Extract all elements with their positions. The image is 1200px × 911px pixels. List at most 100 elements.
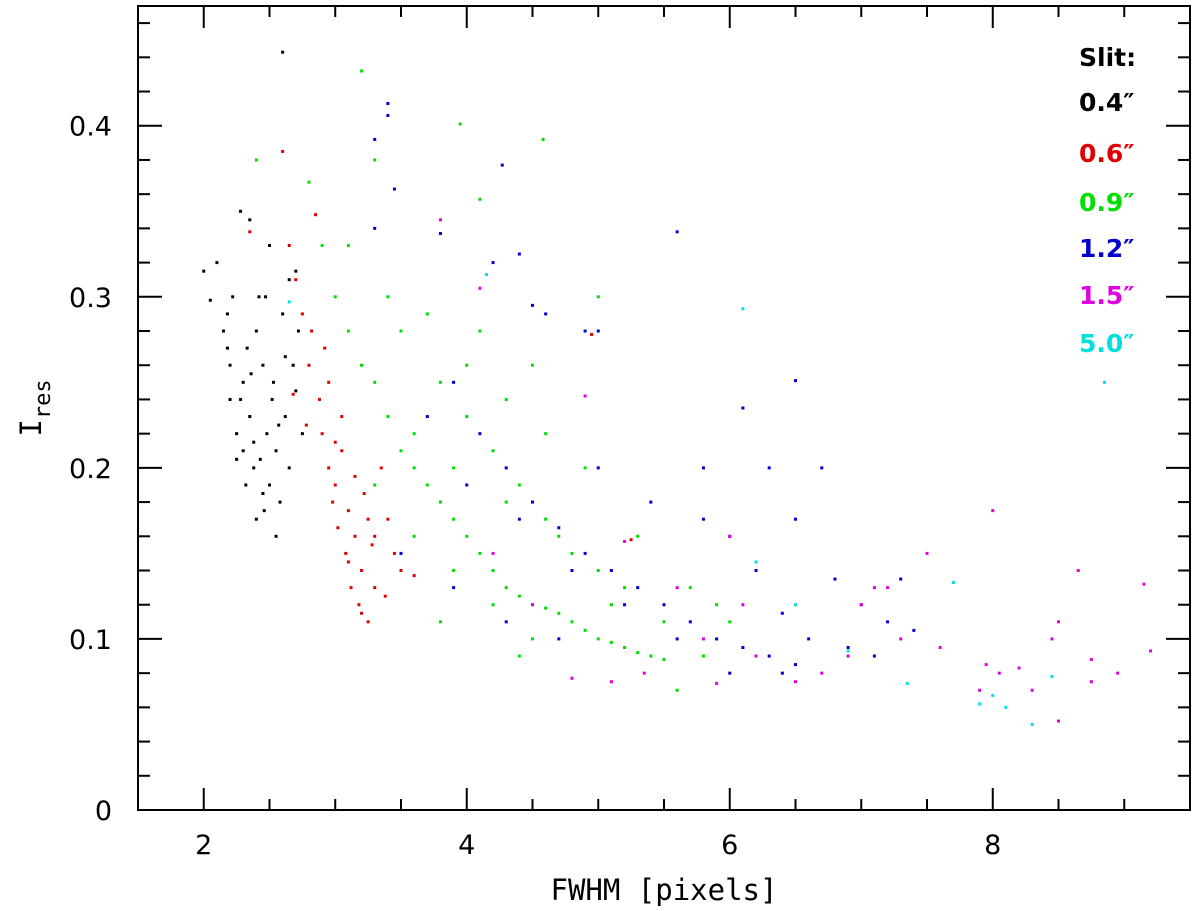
data-point [231,295,235,299]
data-point [623,603,627,607]
data-point [373,137,377,141]
data-point [886,620,890,624]
data-point [859,603,863,607]
data-point [323,346,327,350]
data-point [465,483,469,487]
data-point [596,295,600,299]
data-point [517,483,521,487]
data-point [978,702,982,706]
data-point [399,449,403,453]
y-axis-title-main: I [14,419,48,436]
data-point [557,611,561,615]
data-point [596,466,600,470]
data-point [248,218,252,222]
data-point [452,586,456,590]
y-axis-title: Ires [14,379,56,436]
data-point [320,243,324,247]
data-point [688,620,692,624]
data-point [636,534,640,538]
data-point [531,637,534,641]
y-tick-label: 0.1 [69,625,112,656]
data-point [438,500,442,504]
data-point [438,218,442,222]
data-point [327,380,331,384]
data-point [544,432,548,436]
data-point [754,654,758,658]
legend-title: Slit: [1079,43,1136,72]
data-point [452,466,456,470]
data-point [340,449,344,453]
data-point [425,415,429,419]
data-point [872,654,876,658]
data-point [872,586,876,590]
data-point [583,394,587,398]
x-tick-label: 4 [458,830,475,861]
series [248,149,633,624]
data-point [360,569,364,573]
data-point [346,243,350,247]
legend: Slit: 0.4″ 0.6″ 0.9″ 1.2″ 1.5″ 5.0″ [1079,43,1136,358]
data-point [544,606,548,610]
data-point [478,197,482,201]
data-point [239,209,243,213]
data-point [609,640,613,644]
data-point [596,329,600,333]
data-point [846,649,850,653]
data-point [300,312,304,316]
data-point [386,102,390,106]
data-point [412,574,416,578]
data-point [228,397,232,401]
data-point [254,517,258,521]
data-point [202,269,206,273]
data-point [820,466,824,470]
legend-entry: 0.6″ [1079,139,1134,168]
data-point [794,517,797,521]
y-tick-label: 0.4 [69,112,112,143]
data-point [254,158,258,162]
data-point [340,415,344,419]
data-point [541,137,545,141]
data-point [1057,719,1060,723]
data-point [241,380,245,384]
data-point [794,603,797,607]
data-point [221,329,225,333]
data-point [235,457,239,461]
series [438,218,1153,723]
legend-entry: 5.0″ [1079,329,1134,358]
data-point [320,432,324,436]
data-point [399,551,403,555]
data-point [291,392,295,396]
data-point [794,680,797,684]
data-point [938,645,942,649]
data-point [228,363,232,367]
data-point [344,551,348,555]
data-point [373,483,377,487]
data-point [336,526,340,530]
data-point [304,423,308,427]
data-point [728,620,732,624]
data-point [820,671,824,675]
data-point [314,213,318,217]
data-point [478,551,482,555]
data-point [252,440,256,444]
data-point [392,187,396,191]
data-point [458,122,462,126]
data-point [531,500,534,504]
data-point [465,534,469,538]
data-point [504,397,508,401]
legend-entry: 1.2″ [1079,234,1134,263]
x-tick-label: 2 [195,830,212,861]
data-point [1142,582,1146,586]
data-point [780,611,784,615]
data-point [491,551,495,555]
legend-entry: 1.5″ [1079,281,1134,310]
data-point [346,560,350,564]
data-point [649,500,653,504]
data-point [1050,675,1054,679]
data-point [1149,649,1153,653]
data-point [392,551,396,555]
data-point [249,372,253,376]
y-tick-label: 0.3 [69,283,112,314]
data-point [360,611,364,615]
